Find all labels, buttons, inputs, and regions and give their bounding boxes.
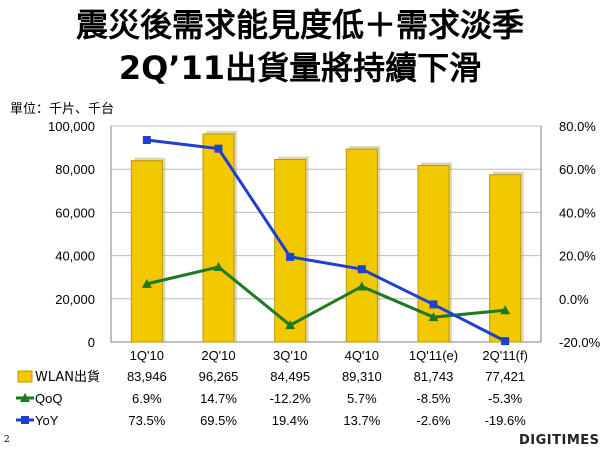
table-value: 14.7% (200, 391, 237, 406)
table-value: 83,946 (127, 369, 167, 384)
table-value: -8.5% (417, 391, 451, 406)
bar (202, 133, 235, 343)
y-right-tick-label: 60.0% (559, 162, 596, 177)
table-value: 96,265 (199, 369, 239, 384)
x-tick-label: 2Q'10 (201, 348, 235, 363)
table-value: 81,743 (414, 369, 454, 384)
table-value: -5.3% (488, 391, 522, 406)
legend-qoq-marker (20, 393, 30, 402)
qoq-point (500, 305, 511, 315)
unit-label: 單位：千片、千台 (10, 102, 115, 117)
page-number: 2 (4, 435, 10, 445)
y-right-tick-label: -20.0% (559, 335, 600, 350)
table-value: 84,495 (270, 369, 310, 384)
qoq-line (146, 265, 506, 327)
legend-yoy-label: YoY (35, 413, 59, 428)
y-left-tick-label: 100,000 (48, 119, 95, 134)
title-line-1: 震災後需求能見度低＋需求淡季 (75, 6, 524, 44)
y-left-tick-label: 40,000 (55, 249, 95, 264)
qoq-point (428, 312, 439, 322)
bar (130, 160, 163, 343)
yoy-point (429, 300, 438, 309)
y-right-tick-label: 40.0% (559, 205, 596, 220)
qoq-point (141, 278, 152, 288)
bar (345, 148, 378, 343)
table-value: -12.2% (270, 391, 312, 406)
y-right-tick-label: 0.0% (559, 292, 589, 307)
table-value: 6.9% (132, 391, 162, 406)
digitimes-logo: DIGITIMES (519, 433, 600, 448)
legend-bar-label: WLAN出貨 (35, 369, 100, 385)
table-value: 13.7% (343, 413, 380, 428)
y-left-tick-label: 0 (88, 335, 95, 350)
table-value: -2.6% (417, 413, 451, 428)
legend-qoq-label: QoQ (35, 391, 62, 406)
qoq-point (356, 281, 367, 291)
x-tick-label: 2Q'11(f) (482, 348, 528, 363)
qoq-point (285, 320, 296, 330)
y-right-tick-label: 20.0% (559, 249, 596, 264)
yoy-point (286, 252, 295, 261)
table-value: -19.6% (485, 413, 527, 428)
legend-yoy-marker (21, 416, 29, 424)
table-value: 5.7% (347, 391, 377, 406)
y-left-tick-label: 60,000 (55, 205, 95, 220)
x-tick-label: 3Q'10 (273, 348, 307, 363)
yoy-point (142, 136, 151, 145)
table-value: 77,421 (485, 369, 525, 384)
yoy-point (214, 144, 223, 153)
x-tick-label: 1Q'10 (130, 348, 164, 363)
y-right-tick-label: 80.0% (559, 119, 596, 134)
bar (274, 158, 307, 343)
table-value: 73.5% (128, 413, 165, 428)
table-value: 69.5% (200, 413, 237, 428)
x-tick-label: 1Q'11(e) (409, 348, 458, 363)
y-left-tick-label: 20,000 (55, 292, 95, 307)
bar (489, 174, 522, 343)
yoy-point (501, 337, 510, 346)
qoq-point (213, 262, 224, 272)
yoy-line (146, 138, 506, 343)
x-tick-label: 4Q'10 (345, 348, 379, 363)
title-line-2: 2Q’11出貨量將持續下滑 (118, 49, 482, 87)
table-value: 19.4% (272, 413, 309, 428)
table-value: 89,310 (342, 369, 382, 384)
yoy-point (357, 265, 366, 274)
y-left-tick-label: 80,000 (55, 162, 95, 177)
legend-bar-swatch (17, 370, 33, 383)
